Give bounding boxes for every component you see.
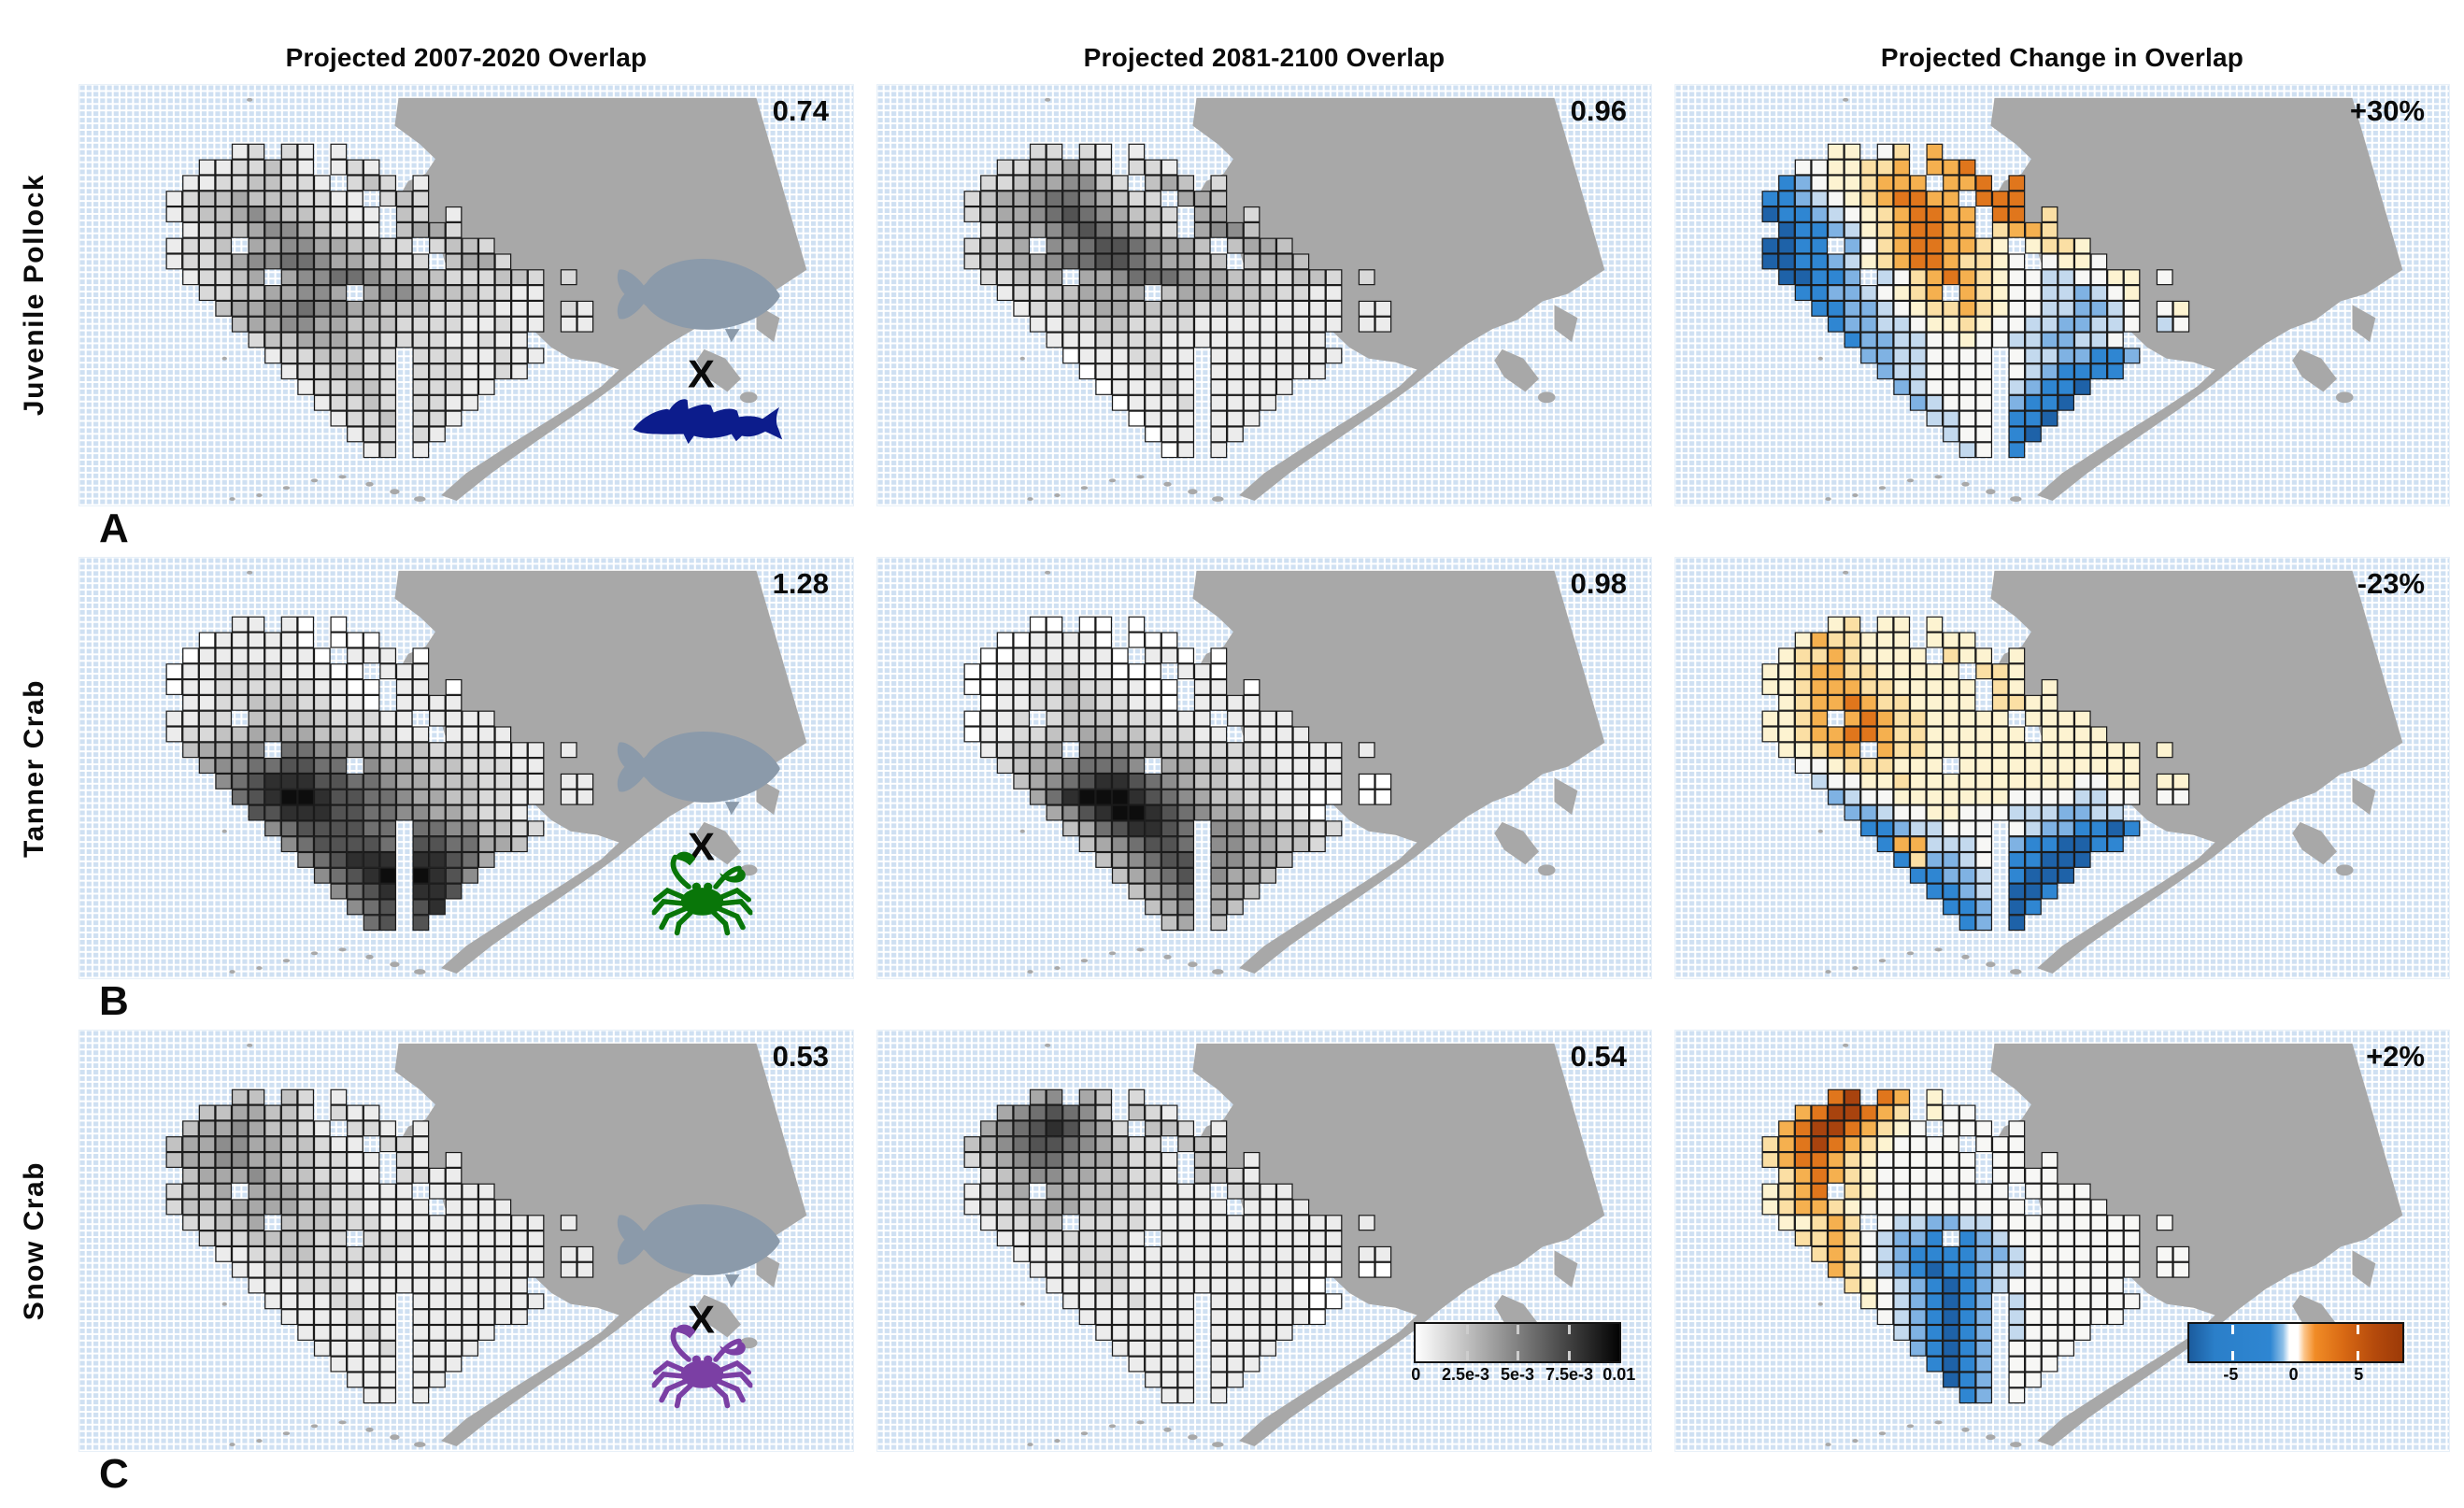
panel-letter-b: B: [99, 978, 129, 1024]
map-panel-tanner-change: -23%: [1674, 557, 2450, 979]
panel-letter-c: C: [99, 1451, 129, 1497]
colorbar-tick: [2230, 1325, 2234, 1334]
column-title-2081-2100: Projected 2081-2100 Overlap: [1083, 43, 1446, 72]
map-tanner-2007: X: [79, 558, 853, 978]
overlap-value: 0.96: [1570, 94, 1627, 127]
survey-grid-cells: [1761, 616, 2190, 932]
survey-grid-cells: [1761, 143, 2190, 459]
predation-x-label: X: [688, 353, 715, 396]
overlap-value: 0.74: [772, 94, 829, 127]
overlap-value: 1.28: [772, 567, 829, 600]
overlap-change-value: +2%: [2366, 1040, 2425, 1073]
overlap-value: 0.98: [1570, 567, 1627, 600]
map-panel-snow-2007-overlap: X 0.53: [78, 1030, 854, 1452]
colorbar-tick: [2357, 1351, 2360, 1360]
colorbar-label: 0.01: [1602, 1365, 1636, 1384]
row-label-tanner-crab: Tanner Crab: [19, 678, 50, 858]
map-pollock-change: [1675, 85, 2449, 505]
map-snow-2007: X: [79, 1031, 853, 1451]
colorbar-label: 0: [2288, 1365, 2299, 1384]
colorbar-label: 2.5e-3: [1441, 1365, 1490, 1384]
survey-grid-cells: [963, 143, 1392, 459]
map-tanner-change: [1675, 558, 2449, 978]
overlap-change-value: +30%: [2349, 94, 2425, 127]
change-colorbar: -5 0 5: [2187, 1322, 2404, 1386]
grayscale-colorbar: 0 2.5e-3 5e-3 7.5e-3 0.01: [1411, 1322, 1635, 1386]
colorbar-label: 5e-3: [1500, 1365, 1535, 1384]
map-pollock-2007: X: [79, 85, 853, 505]
map-panel-snow-change: +2% -5 0 5: [1674, 1030, 2450, 1452]
colorbar-tick: [2357, 1325, 2360, 1334]
grayscale-colorbar-bar: [1414, 1322, 1621, 1363]
column-title-2007-2020: Projected 2007-2020 Overlap: [285, 43, 648, 72]
colorbar-label: 5: [2354, 1365, 2364, 1384]
colorbar-tick: [1567, 1351, 1571, 1360]
colorbar-label: 0: [1411, 1365, 1421, 1384]
grayscale-colorbar-labels: 0 2.5e-3 5e-3 7.5e-3 0.01: [1411, 1363, 1635, 1386]
panel-letter-a: A: [99, 505, 129, 551]
survey-grid-cells: [165, 143, 594, 459]
survey-grid-cells: [1761, 1088, 2190, 1404]
overlap-change-value: -23%: [2357, 567, 2425, 600]
map-panel-snow-2081-overlap: 0.54 0 2.5e-3 5e-3 7.5e-3 0.01: [876, 1030, 1652, 1452]
overlap-value: 0.54: [1570, 1040, 1627, 1073]
survey-grid-cells: [165, 1088, 594, 1404]
map-panel-pollock-2081-overlap: 0.96: [876, 84, 1652, 506]
map-panel-pollock-change: +30%: [1674, 84, 2450, 506]
change-colorbar-labels: -5 0 5: [2187, 1363, 2404, 1386]
survey-grid-cells: [165, 616, 594, 932]
survey-grid-cells: [963, 1088, 1392, 1404]
overlap-value: 0.53: [772, 1040, 829, 1073]
colorbar-tick: [1465, 1351, 1469, 1360]
colorbar-label: 7.5e-3: [1545, 1365, 1594, 1384]
colorbar-tick: [1567, 1325, 1571, 1334]
map-pollock-2081: [877, 85, 1651, 505]
colorbar-tick: [1517, 1325, 1519, 1334]
colorbar-label: -5: [2223, 1365, 2239, 1384]
map-panel-tanner-2007-overlap: X 1.28: [78, 557, 854, 979]
column-title-change: Projected Change in Overlap: [1880, 43, 2244, 72]
map-snow-2081: [877, 1031, 1651, 1451]
map-tanner-2081: [877, 558, 1651, 978]
map-snow-change: [1675, 1031, 2449, 1451]
colorbar-tick: [2230, 1351, 2234, 1360]
colorbar-tick: [1517, 1351, 1519, 1360]
survey-grid-cells: [963, 616, 1392, 932]
colorbar-tick: [1465, 1325, 1469, 1334]
map-panel-tanner-2081-overlap: 0.98: [876, 557, 1652, 979]
row-label-juvenile-pollock: Juvenile Pollock: [19, 174, 50, 417]
row-label-snow-crab: Snow Crab: [19, 1160, 50, 1321]
change-colorbar-bar: [2187, 1322, 2404, 1363]
map-panel-pollock-2007-overlap: X 0.74: [78, 84, 854, 506]
